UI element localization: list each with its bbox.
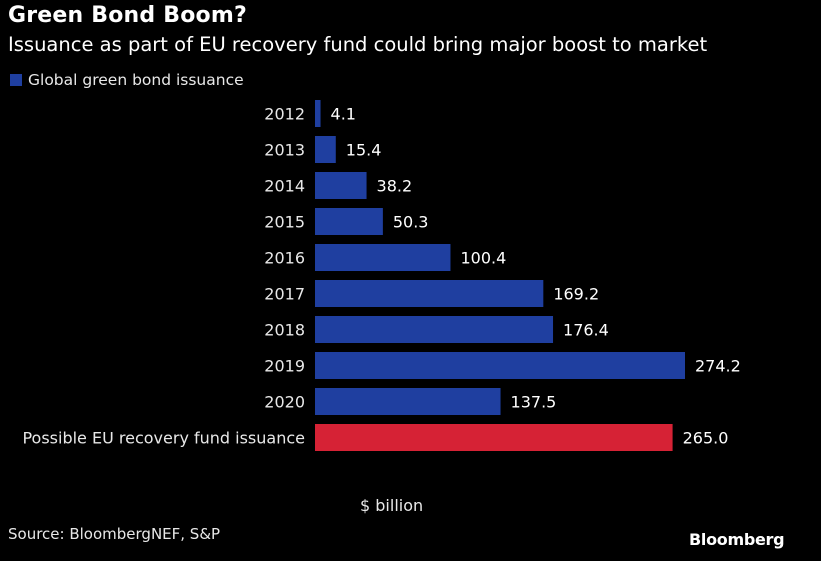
- legend: Global green bond issuance: [10, 71, 244, 89]
- category-label: Possible EU recovery fund issuance: [22, 429, 305, 448]
- source-note: Source: BloombergNEF, S&P: [8, 525, 221, 543]
- category-label: 2016: [264, 249, 305, 268]
- value-label: 4.1: [331, 105, 356, 124]
- category-label: 2013: [264, 141, 305, 160]
- chart-title: Green Bond Boom?: [8, 3, 247, 28]
- bar-2016: [315, 244, 451, 271]
- bar-eu-recovery: [315, 424, 673, 451]
- value-label: 137.5: [511, 393, 557, 412]
- bar-2014: [315, 172, 367, 199]
- value-label: 15.4: [346, 141, 382, 160]
- bar-2012: [315, 100, 321, 127]
- value-label: 176.4: [563, 321, 609, 340]
- category-label: 2015: [264, 213, 305, 232]
- bar-2020: [315, 388, 501, 415]
- category-label: 2020: [264, 393, 305, 412]
- value-label: 38.2: [377, 177, 413, 196]
- category-label: 2017: [264, 285, 305, 304]
- value-label: 169.2: [553, 285, 599, 304]
- bar-2018: [315, 316, 554, 343]
- category-label: 2014: [264, 177, 305, 196]
- legend-swatch: [10, 74, 22, 86]
- category-label: 2019: [264, 357, 305, 376]
- legend-label: Global green bond issuance: [28, 71, 244, 89]
- category-label: 2018: [264, 321, 305, 340]
- bar-2013: [315, 136, 336, 163]
- bar-2017: [315, 280, 544, 307]
- category-label: 2012: [264, 105, 305, 124]
- bar-2015: [315, 208, 383, 235]
- value-label: 274.2: [695, 357, 741, 376]
- chart-subtitle: Issuance as part of EU recovery fund cou…: [8, 33, 708, 56]
- value-label: 100.4: [460, 249, 506, 268]
- value-label: 265.0: [683, 429, 729, 448]
- value-label: 50.3: [393, 213, 429, 232]
- bar-2019: [315, 352, 685, 379]
- x-axis-label: $ billion: [360, 496, 424, 515]
- bloomberg-logo: Bloomberg: [689, 530, 785, 549]
